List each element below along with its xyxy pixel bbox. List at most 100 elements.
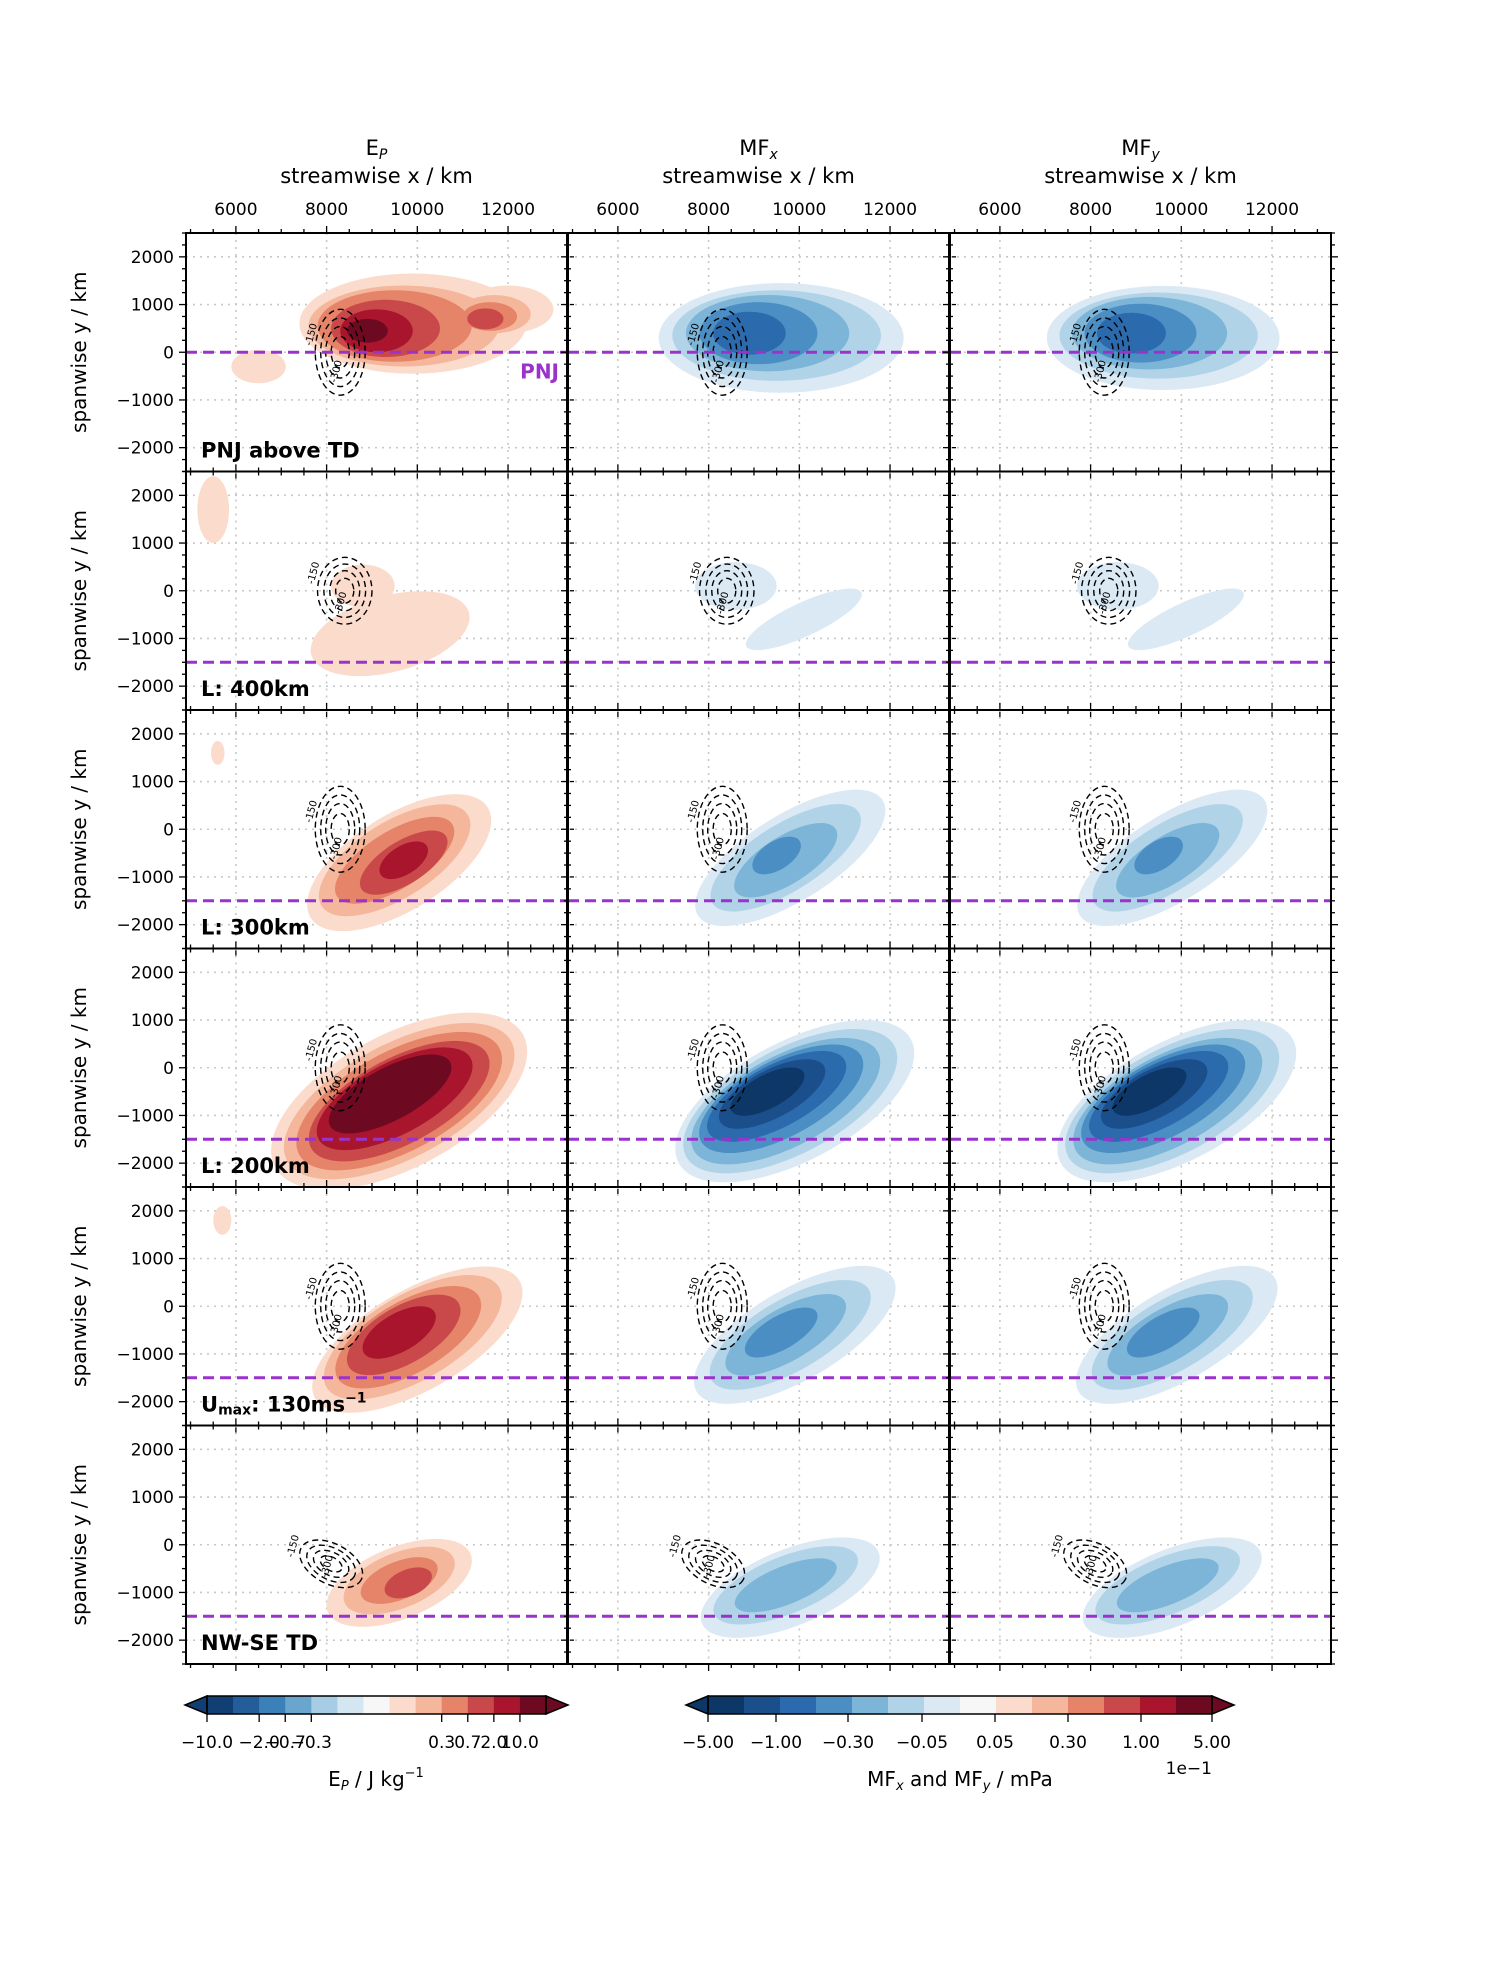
td-contour — [1094, 1051, 1114, 1085]
x-tick-label: 8000 — [305, 200, 348, 220]
td-contour — [716, 577, 737, 604]
td-contour — [702, 1271, 743, 1342]
td-contour — [712, 1289, 732, 1323]
contour-level-3 — [384, 1567, 432, 1599]
td-contour — [711, 570, 743, 612]
td-label: -150 — [306, 561, 323, 586]
td-contour — [1078, 785, 1130, 873]
contour-level-3 — [1126, 1307, 1200, 1358]
td-contour — [1078, 1024, 1130, 1112]
colorbar-mf-tick-label: 5.00 — [1193, 1733, 1231, 1753]
filled-contours — [231, 273, 554, 384]
colorbar-ep: −10.0 −2.0−0.7−0.3 0.3 0.7 2.010.0 EP / J kg−… — [181, 1694, 570, 1794]
contour-level-0 — [310, 591, 470, 677]
td-contour — [702, 1032, 743, 1103]
contour-level-6 — [1112, 1067, 1187, 1116]
x-axis-label: streamwise x / km — [280, 164, 473, 188]
filled-contours — [1082, 1537, 1262, 1638]
panel-r3-c3: -150-300 — [943, 703, 1338, 956]
x-tick-label: 10000 — [1154, 200, 1208, 220]
colorbar-segment — [389, 1696, 417, 1714]
colorbar-segment — [780, 1696, 817, 1714]
y-tick-label: 0 — [163, 1059, 174, 1079]
row-label: NW-SE TD — [201, 1631, 318, 1655]
td-label: -150 — [1049, 1534, 1066, 1559]
td-contour — [680, 1539, 746, 1589]
td-contour — [1078, 1262, 1130, 1350]
contour-level-3 — [467, 308, 504, 330]
row-label: L: 300km — [201, 916, 310, 940]
td-contour — [334, 577, 355, 604]
colorbar-segment — [467, 1696, 495, 1714]
colorbar-mf-tick-label: −0.30 — [822, 1733, 874, 1753]
y-tick-label: 1000 — [131, 773, 174, 793]
row-label: Umax: 130ms−1 — [201, 1391, 367, 1419]
y-tick-label: −1000 — [116, 1345, 174, 1365]
y-axis-label: spanwise y / km — [67, 1226, 91, 1387]
x-tick-label: 12000 — [863, 200, 917, 220]
y-tick-label: −1000 — [116, 1106, 174, 1126]
td-contour — [325, 802, 356, 856]
td-contour — [1098, 577, 1119, 604]
td-contour — [329, 570, 361, 612]
td-contour — [707, 802, 738, 856]
filled-contours — [197, 476, 470, 677]
td-contour — [306, 1544, 357, 1584]
panel-r5-c3: -150-300 — [943, 1180, 1338, 1433]
panel-r5-c1: -150-300 2000 1000 0 −1000 −2000 spanwise y / … — [67, 1180, 574, 1433]
td-contour — [319, 1555, 343, 1573]
x-tick-label: 10000 — [772, 200, 826, 220]
td-contour — [312, 1549, 350, 1579]
colorbar-mf-tick-label: −1.00 — [750, 1733, 802, 1753]
colorbar-segment — [441, 1696, 469, 1714]
colorbar-segment — [207, 1696, 234, 1714]
y-tick-label: −1000 — [116, 1583, 174, 1603]
contour-level-6 — [730, 1067, 805, 1116]
colorbar-segment — [996, 1696, 1033, 1714]
contour-level-3 — [744, 1307, 818, 1358]
y-tick-label: −1000 — [116, 868, 174, 888]
colorbar-frame — [707, 1695, 1213, 1715]
y-tick-label: 0 — [163, 1536, 174, 1556]
colorbar-ep-tick-label: −10.0 — [181, 1733, 233, 1753]
y-tick-label: −1000 — [116, 629, 174, 649]
td-contour — [314, 1262, 366, 1350]
colorbar-ep-tick-label: 10.0 — [501, 1733, 539, 1753]
x-tick-label: 6000 — [596, 200, 639, 220]
td-contour — [1088, 1279, 1120, 1333]
y-tick-label: 0 — [163, 582, 174, 602]
colorbar-ep-tick-label: −2.0 — [239, 1733, 280, 1753]
colorbar-segment — [363, 1696, 391, 1714]
td-contour — [688, 1544, 739, 1584]
column-title: MFx — [739, 136, 778, 163]
contour-level-5 — [347, 318, 388, 343]
td-contour — [325, 1279, 356, 1333]
contour-level-3 — [752, 836, 801, 875]
colorbar-mf-tick-label: −0.05 — [896, 1733, 948, 1753]
colorbar-segment — [259, 1696, 286, 1714]
row-label: L: 200km — [201, 1154, 310, 1178]
td-contour — [1094, 1289, 1114, 1323]
td-contour — [696, 1262, 748, 1350]
colorbar-ep-tick-label: 2.0 — [480, 1733, 507, 1753]
td-contour — [712, 1051, 732, 1085]
x-tick-label: 8000 — [1069, 200, 1112, 220]
contour-level-4 — [379, 841, 429, 880]
td-contour — [1080, 556, 1137, 625]
colorbar-segment — [311, 1696, 338, 1714]
contour-level-0 — [210, 741, 225, 765]
y-tick-label: 1000 — [131, 1250, 174, 1270]
td-contour — [330, 812, 350, 846]
contour-level-5 — [328, 1054, 452, 1134]
colorbar-extend-high — [1211, 1694, 1236, 1716]
td-contour — [314, 785, 366, 873]
y-tick-label: −2000 — [116, 1631, 174, 1651]
colorbar-segment — [888, 1696, 925, 1714]
colorbar-mf-offset: 1e−1 — [1166, 1759, 1212, 1779]
td-contour — [696, 785, 748, 873]
